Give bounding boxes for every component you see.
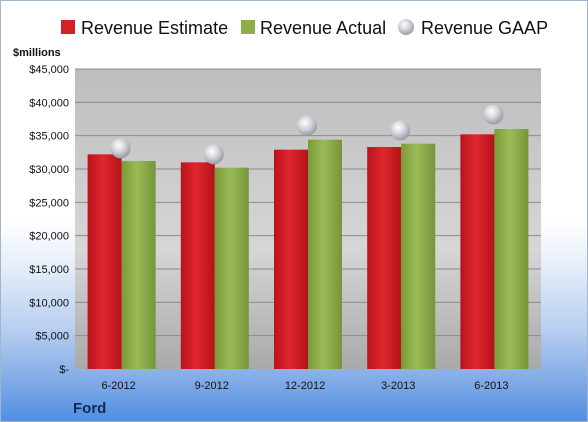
bar-revenue-estimate xyxy=(367,147,402,369)
y-axis: $- $5,000 $10,000 $15,000 $20,000 $25,000 $30,… xyxy=(29,64,69,376)
legend-swatch-gaap xyxy=(398,19,414,35)
y-tick-label: $45,000 xyxy=(29,64,69,76)
x-axis: 6-2012 9-2012 12-2012 3-2013 6-2013 xyxy=(101,380,508,392)
marker-revenue-gaap xyxy=(203,144,224,165)
bar-revenue-actual xyxy=(214,167,249,369)
marker-revenue-gaap xyxy=(297,115,317,136)
bar-revenue-actual xyxy=(401,143,436,369)
x-tick-label: 3-2013 xyxy=(381,380,415,392)
gaap-markers xyxy=(110,104,504,165)
marker-revenue-gaap xyxy=(110,138,131,159)
y-tick-label: $20,000 xyxy=(29,231,69,243)
x-tick-label: 6-2013 xyxy=(474,380,508,392)
unit-label: $millions xyxy=(13,47,61,59)
legend-swatch-estimate xyxy=(61,20,75,34)
bar-revenue-actual xyxy=(494,129,529,369)
x-tick-label: 12-2012 xyxy=(285,380,325,392)
bar-revenue-estimate xyxy=(180,162,215,369)
bars xyxy=(87,129,529,369)
x-tick-label: 6-2012 xyxy=(101,380,135,392)
y-tick-label: $15,000 xyxy=(29,264,69,276)
legend-label-actual: Revenue Actual xyxy=(260,18,386,38)
bar-revenue-estimate xyxy=(87,154,122,369)
x-tick-label: 9-2012 xyxy=(195,380,229,392)
bar-revenue-estimate xyxy=(274,149,308,369)
y-tick-label: $10,000 xyxy=(29,297,69,309)
y-tick-label: $35,000 xyxy=(29,131,69,143)
marker-revenue-gaap xyxy=(483,104,504,125)
legend-label-gaap: Revenue GAAP xyxy=(421,18,548,38)
company-label: Ford xyxy=(73,400,106,417)
marker-revenue-gaap xyxy=(390,120,411,141)
legend: Revenue Estimate Revenue Actual Revenue … xyxy=(61,18,548,38)
y-tick-label: $5,000 xyxy=(35,331,69,343)
legend-label-estimate: Revenue Estimate xyxy=(81,18,228,38)
y-tick-label: $30,000 xyxy=(29,164,69,176)
legend-swatch-actual xyxy=(241,20,255,34)
y-tick-label: $40,000 xyxy=(29,97,69,109)
bar-revenue-estimate xyxy=(460,134,495,369)
y-tick-label: $- xyxy=(59,364,69,376)
bar-revenue-actual xyxy=(121,161,156,369)
y-tick-label: $25,000 xyxy=(29,197,69,209)
bar-revenue-actual xyxy=(308,139,342,369)
